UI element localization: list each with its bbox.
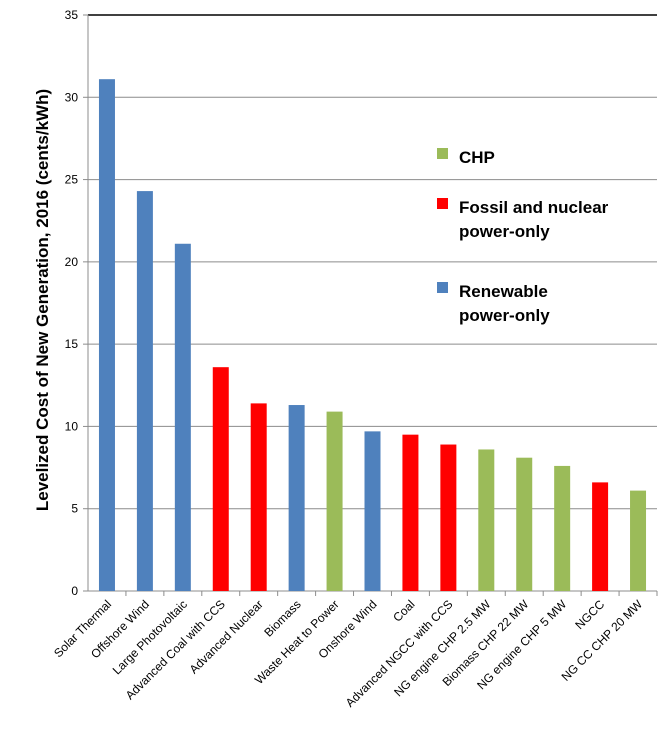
legend-label: Renewable bbox=[459, 282, 548, 301]
bar bbox=[250, 403, 267, 591]
y-tick-label: 30 bbox=[65, 90, 79, 104]
y-tick-label: 35 bbox=[65, 8, 79, 22]
bar bbox=[288, 405, 305, 591]
legend: CHP Fossil and nuclear power-only Renewable… bbox=[437, 148, 609, 325]
y-tick-label: 5 bbox=[71, 502, 78, 516]
x-category-label: Advanced Nuclear bbox=[187, 597, 266, 676]
legend-label: Fossil and nuclear bbox=[459, 198, 609, 217]
legend-label: CHP bbox=[459, 148, 495, 167]
legend-swatch bbox=[437, 282, 448, 293]
bar bbox=[478, 449, 495, 591]
bar bbox=[364, 431, 381, 591]
bar bbox=[174, 243, 191, 592]
bar bbox=[592, 482, 609, 591]
y-tick-label: 10 bbox=[65, 419, 79, 433]
y-tick-label: 20 bbox=[65, 255, 79, 269]
x-category-label: NGCC bbox=[572, 597, 607, 632]
y-tick-label: 25 bbox=[65, 173, 79, 187]
y-tick-labels: 0 5 10 15 20 25 30 35 bbox=[65, 8, 88, 598]
bar bbox=[402, 434, 419, 591]
bar bbox=[326, 411, 343, 591]
y-axis-title: Levelized Cost of New Generation, 2016 (… bbox=[33, 89, 52, 511]
bar bbox=[98, 79, 115, 591]
bar bbox=[630, 490, 647, 591]
bar bbox=[554, 465, 571, 591]
legend-label: power-only bbox=[459, 222, 550, 241]
x-category-label: Coal bbox=[390, 597, 417, 624]
y-tick-label: 0 bbox=[71, 584, 78, 598]
y-tick-label: 15 bbox=[65, 337, 79, 351]
legend-swatch bbox=[437, 198, 448, 209]
bar bbox=[136, 191, 153, 591]
bar bbox=[212, 367, 229, 591]
bars bbox=[98, 79, 647, 592]
bar bbox=[516, 457, 533, 591]
bar bbox=[440, 444, 457, 591]
legend-swatch bbox=[437, 148, 448, 159]
legend-label: power-only bbox=[459, 306, 550, 325]
